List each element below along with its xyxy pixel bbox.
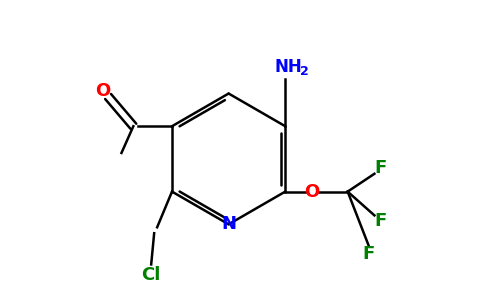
Text: F: F	[363, 245, 375, 263]
Text: N: N	[221, 215, 236, 233]
Text: 2: 2	[300, 65, 309, 78]
Text: F: F	[374, 159, 387, 177]
Text: F: F	[374, 212, 387, 230]
Text: O: O	[304, 183, 319, 201]
Text: Cl: Cl	[141, 266, 161, 284]
Text: O: O	[95, 82, 110, 100]
Text: NH: NH	[274, 58, 302, 76]
